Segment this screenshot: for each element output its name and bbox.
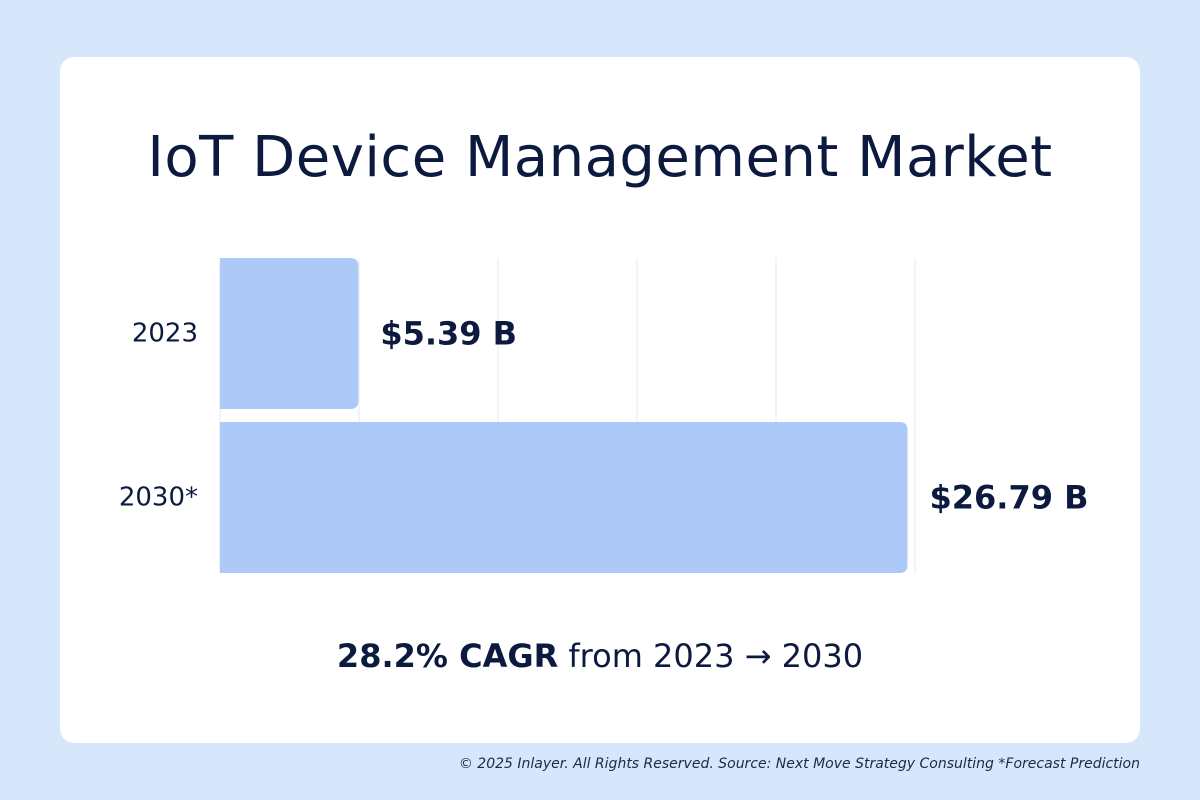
cagr-range: from 2023 → 2030 bbox=[558, 637, 864, 675]
category-label: 2023 bbox=[132, 319, 198, 349]
labels: 2023 $5.39 B 2030* $26.79 B bbox=[119, 315, 1089, 517]
bars bbox=[220, 258, 908, 573]
value-label: $26.79 B bbox=[930, 479, 1089, 517]
bar-2023 bbox=[220, 258, 359, 409]
value-label: $5.39 B bbox=[380, 315, 517, 353]
bar-2030 bbox=[220, 422, 908, 573]
cagr-value: 28.2% CAGR bbox=[336, 637, 559, 675]
cagr-summary: 28.2% CAGR from 2023 → 2030 bbox=[0, 632, 1200, 680]
chart-title: IoT Device Management Market bbox=[147, 125, 1053, 190]
category-label: 2030* bbox=[119, 483, 198, 513]
footer-copyright: © 2025 Inlayer. All Rights Reserved. Sou… bbox=[458, 756, 1140, 772]
